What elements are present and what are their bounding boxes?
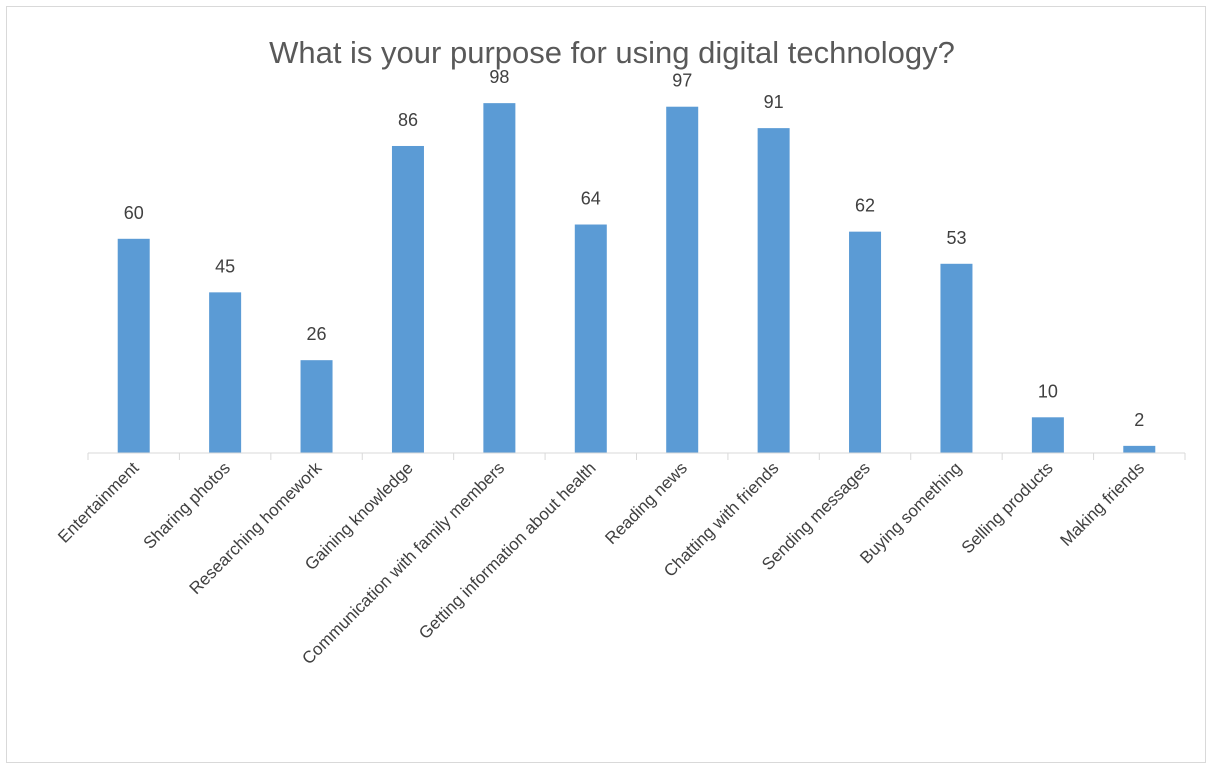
data-label: 97 xyxy=(672,71,692,91)
data-label: 62 xyxy=(855,196,875,216)
x-tick-label: Selling products xyxy=(958,458,1057,557)
data-label: 64 xyxy=(581,189,601,209)
x-axis xyxy=(87,452,1186,460)
data-label: 86 xyxy=(398,110,418,130)
bar-reading-news[interactable] xyxy=(666,106,699,454)
data-label: 26 xyxy=(307,324,327,344)
bar-gaining-knowledge[interactable] xyxy=(391,145,424,454)
data-label: 2 xyxy=(1134,410,1144,430)
x-tick-label: Entertainment xyxy=(54,458,142,546)
data-labels-group: 60 45 26 86 98 64 97 91 62 53 10 2 xyxy=(124,67,1145,430)
x-tick-label: Communication with family members xyxy=(298,458,508,668)
data-label: 60 xyxy=(124,203,144,223)
bar-making-friends[interactable] xyxy=(1123,445,1156,453)
x-tick-label: Buying something xyxy=(856,458,965,567)
data-label: 10 xyxy=(1038,381,1058,401)
bar-entertainment[interactable] xyxy=(117,238,150,453)
bar-chatting-with-friends[interactable] xyxy=(757,128,790,453)
x-tick-label: Getting information about health xyxy=(415,458,600,643)
bar-sharing-photos[interactable] xyxy=(209,292,242,453)
bar-selling-products[interactable] xyxy=(1031,417,1064,453)
x-tick-label: Reading news xyxy=(601,458,691,548)
data-label: 53 xyxy=(946,228,966,248)
data-label: 91 xyxy=(764,92,784,112)
bar-researching-homework[interactable] xyxy=(300,360,333,453)
x-tick-label: Sharing photos xyxy=(140,458,234,552)
bar-communication-with-family-members[interactable] xyxy=(483,103,516,453)
x-tick-label: Making friends xyxy=(1057,458,1149,550)
bar-getting-information-about-health[interactable] xyxy=(574,224,607,453)
bar-buying-something[interactable] xyxy=(940,263,973,453)
data-label: 98 xyxy=(489,67,509,87)
bars-group xyxy=(117,103,1156,454)
bar-sending-messages[interactable] xyxy=(849,231,882,453)
data-label: 45 xyxy=(215,256,235,276)
chart-title: What is your purpose for using digital t… xyxy=(269,35,955,70)
